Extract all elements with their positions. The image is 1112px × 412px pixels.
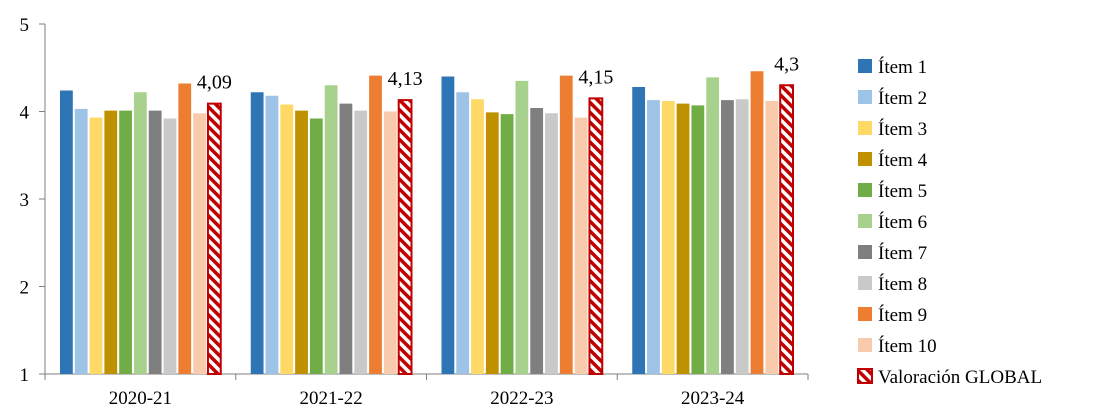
data-label: 4,13	[388, 68, 423, 90]
bar	[765, 101, 779, 374]
bar	[324, 85, 338, 374]
x-tick-label: 2021-22	[299, 388, 362, 409]
legend-swatch	[858, 276, 872, 290]
y-tick-label: 4	[20, 103, 30, 124]
legend-label: Ítem 7	[878, 242, 927, 264]
legend-label: Ítem 5	[878, 180, 927, 202]
legend: Ítem 1 Ítem 2 Ítem 3 Ítem 4 Ítem 5 Ítem 6 Ítem…	[857, 56, 1042, 388]
legend-label: Ítem 4	[878, 149, 928, 171]
bar	[530, 108, 544, 374]
legend-label: Valoración GLOBAL	[878, 367, 1042, 388]
bar	[676, 103, 690, 374]
bar	[148, 110, 162, 374]
legend-swatch	[857, 368, 873, 384]
legend-label: Ítem 10	[878, 335, 937, 357]
bar	[500, 114, 514, 374]
bar	[691, 105, 705, 374]
bar	[545, 113, 558, 374]
legend-swatch	[858, 214, 872, 228]
x-tick-label: 2022-23	[490, 388, 553, 409]
legend-swatch	[858, 183, 872, 197]
legend-swatch	[858, 121, 872, 135]
bar	[574, 117, 588, 374]
y-tick-label: 5	[20, 15, 30, 36]
y-tick-label: 3	[20, 190, 30, 211]
bar	[206, 102, 222, 375]
bar	[193, 113, 206, 374]
x-tick-label: 2023-24	[681, 388, 745, 409]
legend-label: Ítem 2	[878, 87, 927, 109]
bars	[60, 71, 794, 375]
bar	[588, 97, 604, 375]
bar	[721, 100, 734, 374]
legend-swatch	[858, 90, 872, 104]
bar	[163, 118, 177, 374]
bar	[735, 99, 749, 374]
bar	[632, 87, 646, 374]
bar	[750, 71, 764, 374]
data-labels: 4,09 4,13 4,15 4,3	[197, 53, 799, 93]
y-tick-label: 1	[20, 365, 30, 386]
bar	[89, 117, 103, 374]
legend-label: Ítem 1	[878, 56, 927, 78]
bar	[265, 95, 279, 374]
bar	[178, 83, 192, 374]
bar	[456, 92, 470, 374]
bar	[250, 92, 264, 374]
data-label: 4,3	[774, 53, 799, 75]
bar	[706, 77, 720, 374]
data-label: 4,09	[197, 72, 232, 94]
legend-swatch	[858, 338, 872, 352]
bar	[485, 112, 499, 374]
bar	[60, 90, 73, 374]
bar	[309, 118, 323, 374]
bar	[354, 110, 368, 374]
bar	[104, 110, 118, 374]
bar	[661, 101, 675, 374]
legend-swatch	[858, 152, 872, 166]
bar	[369, 75, 382, 374]
legend-label: Ítem 6	[878, 211, 927, 233]
bar	[383, 111, 397, 374]
bar	[119, 110, 132, 374]
bar	[397, 99, 413, 375]
legend-swatch	[858, 59, 872, 73]
legend-label: Ítem 9	[878, 304, 927, 326]
legend-label: Ítem 3	[878, 118, 927, 140]
bar	[441, 76, 455, 374]
bar	[339, 103, 353, 374]
data-label: 4,15	[578, 66, 613, 88]
bar	[647, 100, 660, 374]
bar	[515, 80, 529, 374]
legend-swatch	[858, 307, 872, 321]
bar	[295, 110, 308, 374]
legend-swatch	[858, 245, 872, 259]
bar	[559, 75, 573, 374]
bar	[280, 104, 294, 374]
bar	[74, 108, 88, 374]
bar	[471, 99, 484, 374]
x-tick-label: 2020-21	[109, 388, 172, 409]
legend-label: Ítem 8	[878, 273, 927, 295]
bar	[133, 92, 147, 374]
bar	[779, 84, 794, 375]
y-tick-label: 2	[20, 278, 30, 299]
